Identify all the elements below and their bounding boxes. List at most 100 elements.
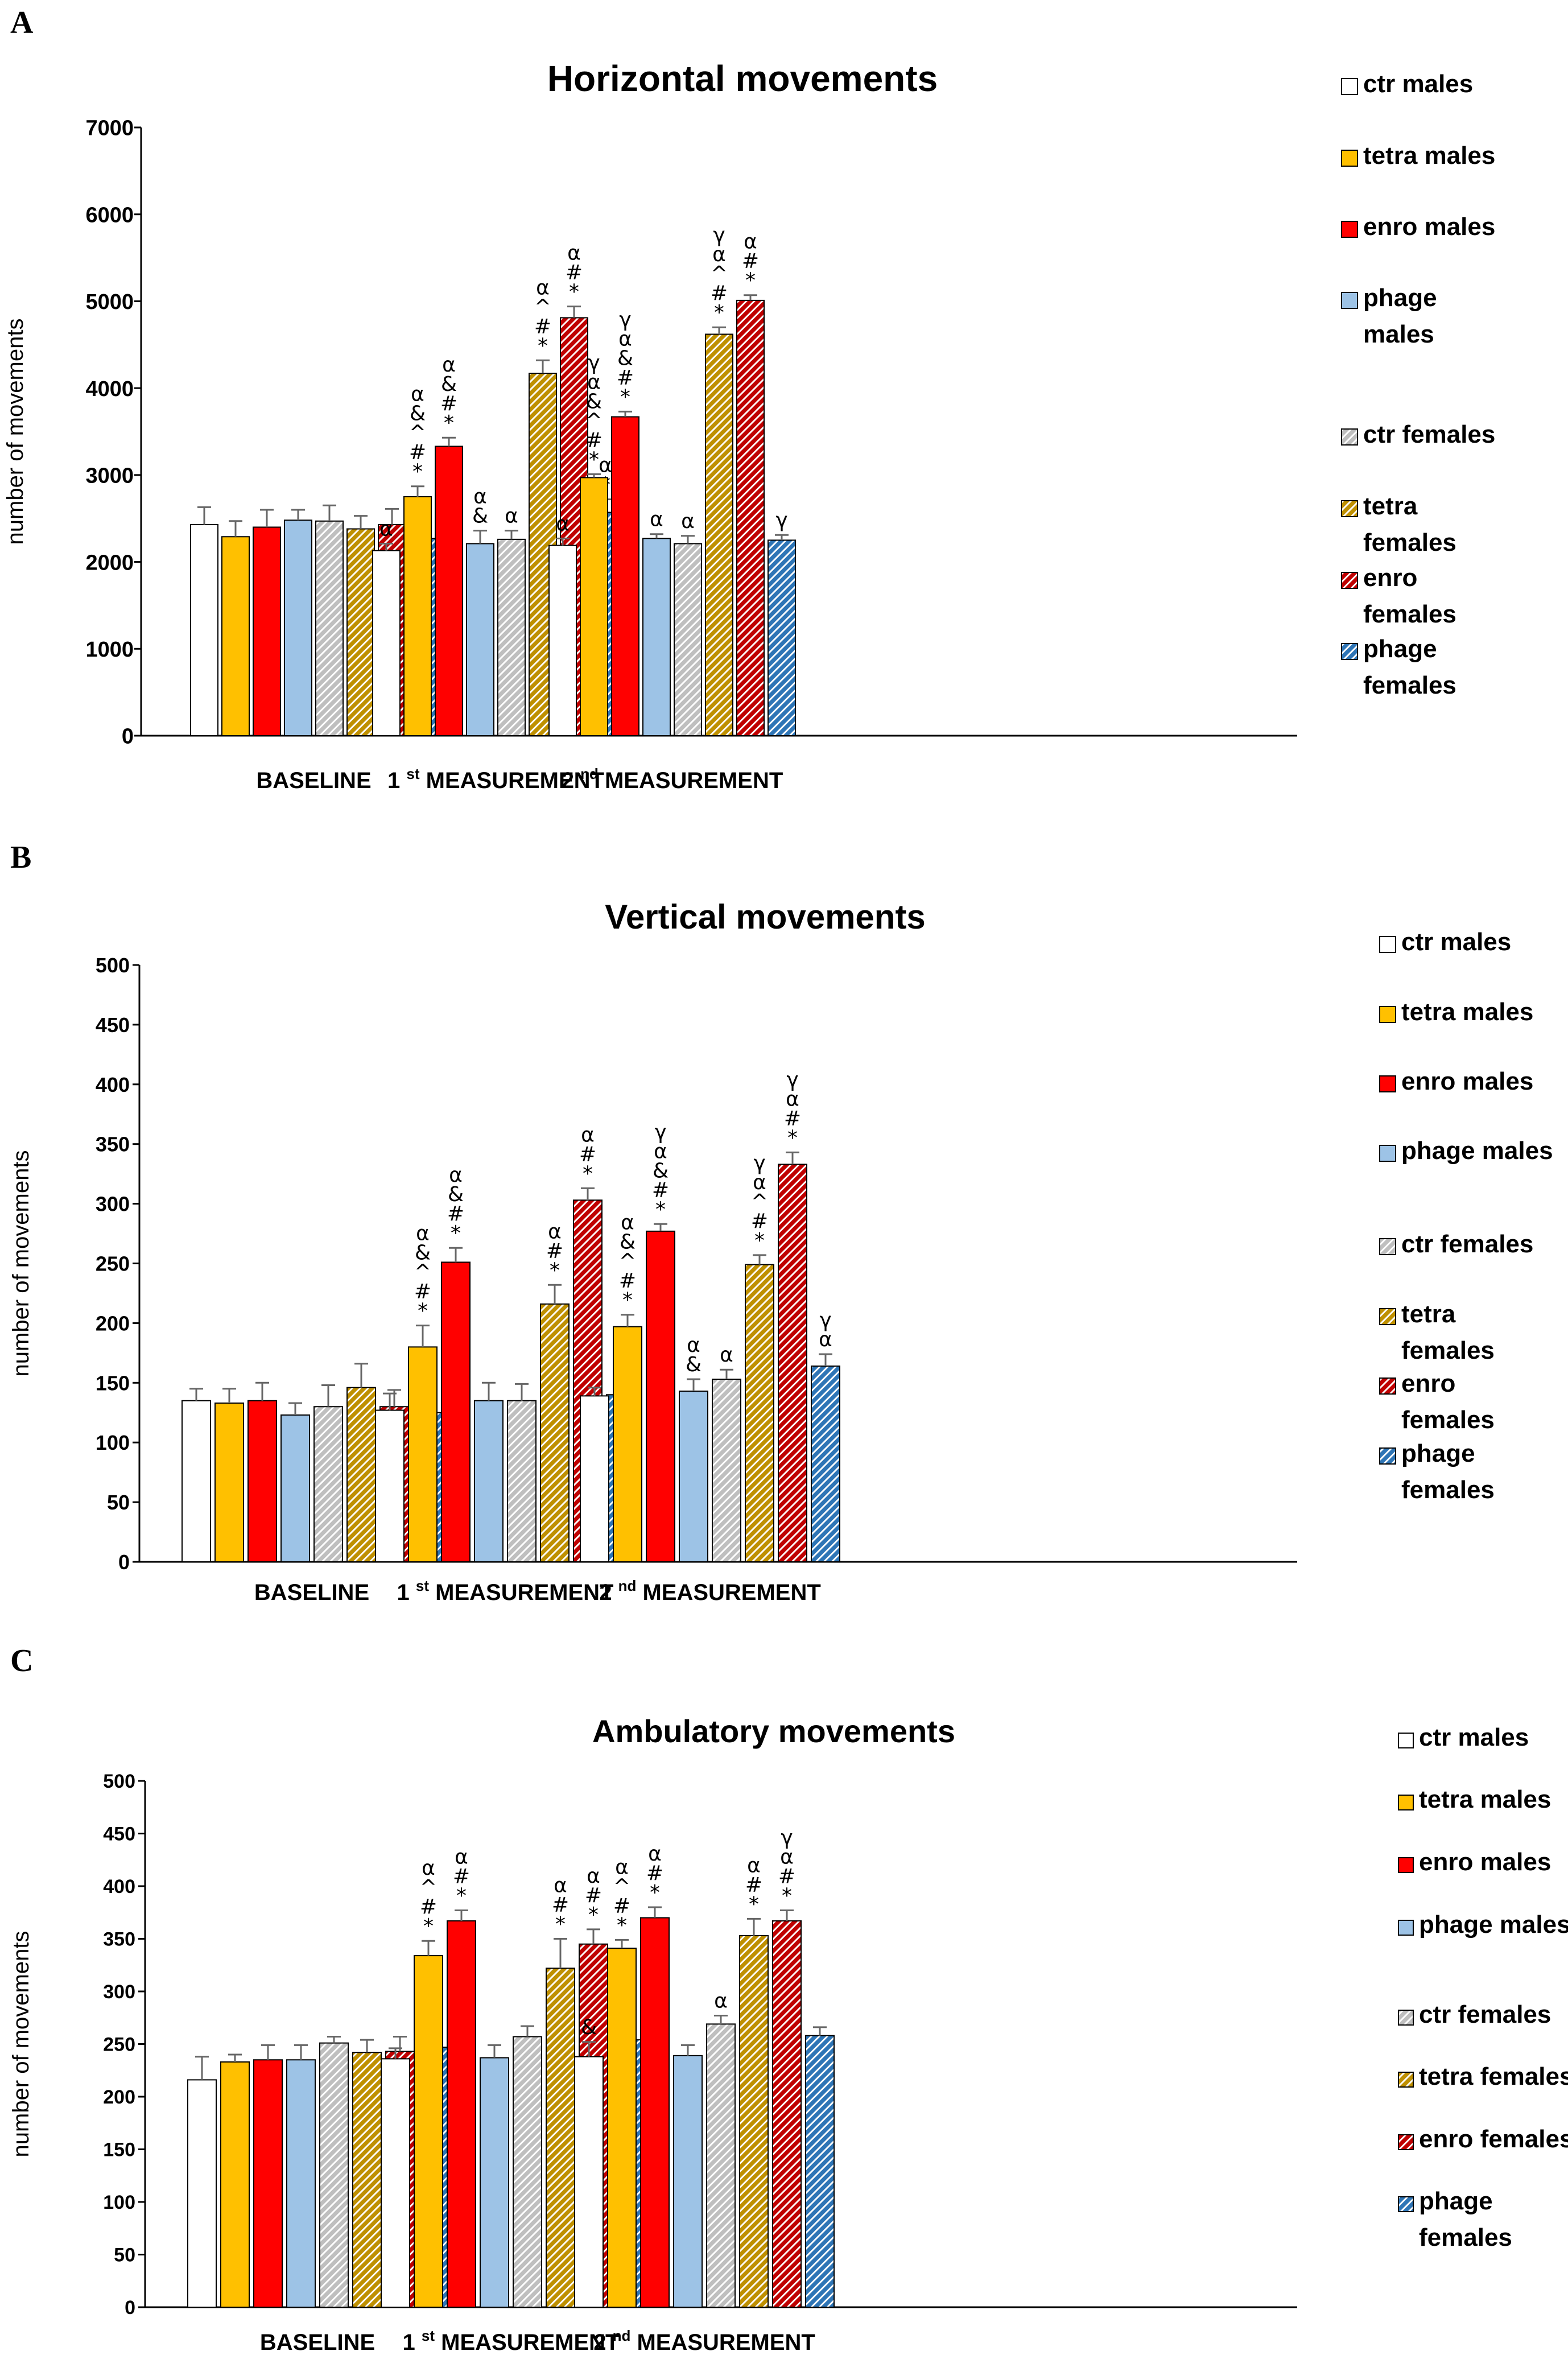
x-category-label: 2 nd MEASUREMENT	[593, 2327, 815, 2355]
y-tick-label: 500	[103, 1771, 135, 1792]
significance-marker: #	[619, 1269, 636, 1293]
significance-marker: α	[687, 1334, 700, 1357]
significance-marker: #	[751, 1210, 768, 1233]
significance-marker: γ	[775, 509, 787, 532]
legend-swatch-ctr-males	[1398, 1733, 1414, 1748]
significance-marker: α	[747, 1854, 761, 1877]
significance-marker: α	[648, 1842, 662, 1866]
significance-marker: α	[567, 242, 581, 265]
significance-marker: #	[440, 392, 457, 415]
bar-phage-females-2-nd-measurement	[768, 539, 796, 737]
bar-ctr-females-1-st-measurement	[513, 2036, 542, 2308]
significance-marker: #	[778, 1865, 795, 1888]
legend-swatch-ctr-males	[1379, 936, 1396, 953]
bar-phage-males-1-st-measurement	[480, 2057, 509, 2308]
bar-tetra-males-1-st-measurement	[414, 1955, 443, 2308]
significance-marker: *	[655, 1198, 666, 1221]
bar-phage-males-baseline	[284, 519, 312, 736]
chart-title: Horizontal movements	[547, 58, 938, 99]
panel-letter: A	[10, 5, 34, 40]
y-tick-label: 500	[96, 954, 130, 977]
significance-marker: *	[749, 1892, 759, 1916]
y-tick-label: 300	[96, 1193, 130, 1216]
legend-swatch-tetra-males	[1379, 1006, 1396, 1023]
bar-tetra-females-2-nd-measurement	[705, 333, 733, 736]
significance-marker: *	[620, 385, 630, 409]
legend-label: ctr males	[1419, 1723, 1529, 1751]
significance-marker: α	[714, 1990, 728, 2013]
legend-swatch-phage-females	[1341, 643, 1358, 660]
legend-label: females	[1419, 2224, 1512, 2251]
legend-label: ctr females	[1363, 420, 1495, 448]
significance-marker: α	[449, 1164, 463, 1187]
bar-ctr-females-2-nd-measurement	[674, 543, 702, 736]
y-tick-label: 250	[103, 2034, 135, 2056]
significance-marker: #	[414, 1280, 431, 1304]
significance-marker: *	[418, 1300, 428, 1323]
bar-enro-males-baseline	[253, 2059, 283, 2308]
bar-tetra-females-1-st-measurement	[546, 1968, 575, 2308]
bar-tetra-males-baseline	[214, 1402, 244, 1563]
x-category-label: BASELINE	[256, 768, 371, 793]
y-tick-label: 150	[103, 2139, 135, 2161]
bar-ctr-females-1-st-measurement	[507, 1400, 537, 1563]
y-tick-label: 200	[96, 1311, 130, 1335]
significance-marker: α	[416, 1222, 430, 1245]
significance-marker: α	[548, 1220, 562, 1243]
significance-marker: &	[617, 347, 633, 370]
significance-marker: α	[455, 1846, 468, 1869]
y-tick-label: 0	[122, 725, 134, 749]
significance-marker: ^	[409, 422, 426, 445]
panel-c: C Ambulatory movements number of movements…	[9, 1643, 1568, 2355]
legend-swatch-ctr-males	[1341, 78, 1358, 95]
significance-marker: α	[654, 1140, 667, 1163]
significance-marker: α	[681, 510, 695, 533]
legend-label: phage males	[1419, 1911, 1568, 1939]
significance-marker: &	[653, 1159, 669, 1182]
y-tick-label: 0	[125, 2297, 135, 2319]
significance-marker: α	[599, 454, 612, 477]
significance-marker: *	[538, 334, 548, 357]
significance-marker: *	[622, 1289, 633, 1312]
bar-ctr-males-baseline	[187, 2079, 217, 2308]
significance-marker: #	[579, 1143, 596, 1166]
significance-marker: &	[586, 390, 602, 413]
y-axis-label: number of movements	[3, 319, 28, 545]
significance-marker: *	[650, 1881, 660, 1904]
bar-ctr-males-1-st-measurement	[381, 2058, 410, 2308]
significance-marker: &	[448, 1183, 464, 1206]
legend-swatch-phage-males	[1398, 1920, 1414, 1936]
significance-marker: &	[686, 1353, 702, 1376]
bar-tetra-females-1-st-measurement	[540, 1303, 570, 1563]
significance-marker: α	[554, 1874, 567, 1898]
y-tick-label: 7000	[85, 117, 134, 141]
legend-label: phage	[1419, 2187, 1493, 2215]
legend-label: tetra males	[1401, 998, 1533, 1026]
legend-swatch-ctr-females	[1398, 2010, 1414, 2026]
bar-tetra-males-2-nd-measurement	[607, 1948, 637, 2308]
panel-b: B Vertical movements number of movements 0 5…	[9, 840, 1553, 1605]
bar-tetra-males-1-st-measurement	[403, 496, 432, 736]
legend-swatch-ctr-females	[1379, 1238, 1396, 1255]
legend-label: tetra females	[1419, 2063, 1568, 2090]
legend-label: females	[1401, 1406, 1495, 1434]
legend-label: phage	[1401, 1440, 1475, 1467]
y-tick-label: 50	[107, 1491, 130, 1514]
y-tick-label: 450	[103, 1824, 135, 1845]
legend-label: enro males	[1401, 1067, 1533, 1095]
significance-marker: ^	[420, 1876, 437, 1899]
y-tick-label: 450	[96, 1013, 130, 1037]
legend-swatch-enro-females	[1379, 1377, 1396, 1395]
bar-enro-males-1-st-measurement	[447, 1920, 476, 2308]
significance-marker: &	[620, 1231, 636, 1254]
y-tick-label: 250	[96, 1252, 130, 1275]
legend-swatch-enro-females	[1398, 2134, 1414, 2150]
legend-label: enro	[1363, 564, 1417, 592]
significance-marker: #	[745, 1873, 762, 1896]
bar-enro-males-baseline	[247, 1400, 277, 1563]
significance-marker: &	[410, 402, 426, 426]
significance-marker: *	[555, 1913, 566, 1936]
significance-marker: #	[613, 1894, 630, 1917]
significance-marker: ^	[534, 295, 551, 319]
significance-marker: #	[534, 315, 551, 338]
